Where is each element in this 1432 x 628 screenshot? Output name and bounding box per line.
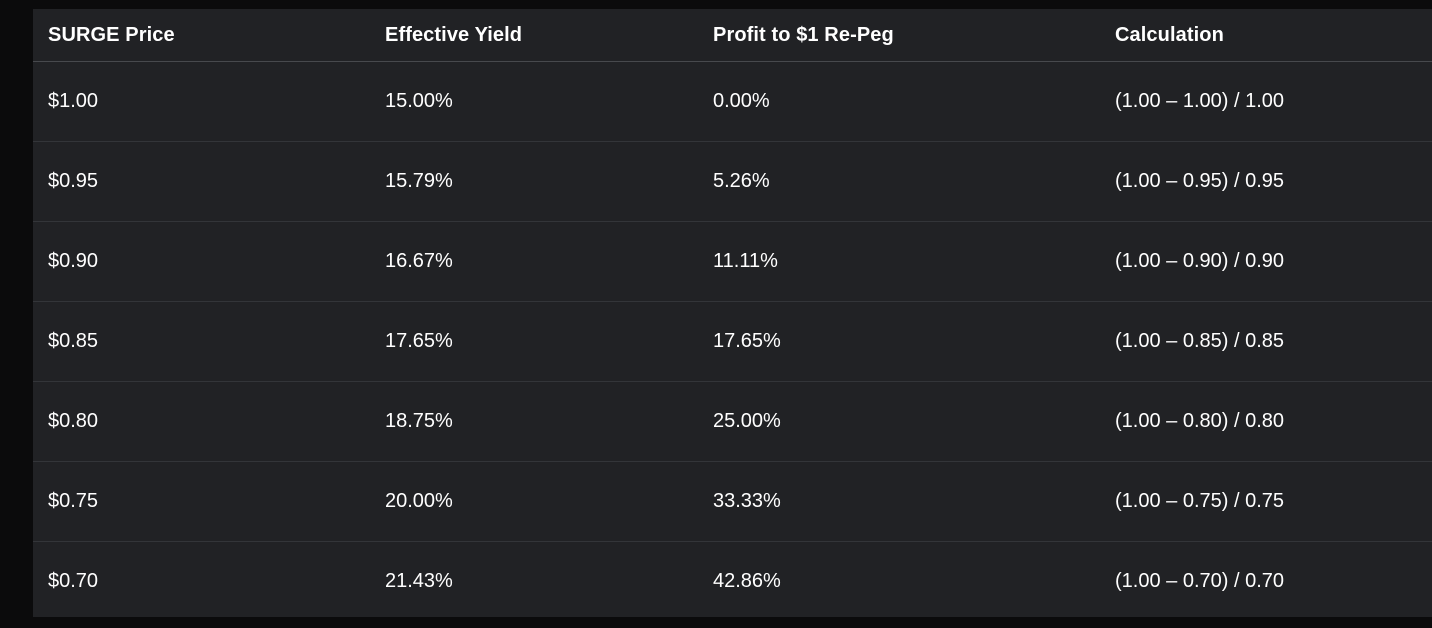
cell-calculation: (1.00 – 0.85) / 0.85 — [1100, 301, 1432, 382]
cell-surge-price: $1.00 — [33, 61, 370, 142]
cell-effective-yield: 17.65% — [370, 301, 698, 382]
surge-yield-table: SURGE Price Effective Yield Profit to $1… — [33, 9, 1432, 617]
cell-effective-yield: 16.67% — [370, 221, 698, 302]
cell-effective-yield: 21.43% — [385, 570, 453, 592]
cell-calculation: (1.00 – 0.75) / 0.75 — [1100, 461, 1432, 542]
cell-profit-repeg: 0.00% — [698, 61, 1100, 142]
cell-effective-yield: 20.00% — [370, 461, 698, 542]
column-header-calculation: Calculation — [1100, 9, 1432, 62]
cell-surge-price: $0.95 — [33, 141, 370, 222]
table-row: $0.75 20.00% 33.33% (1.00 – 0.75) / 0.75 — [33, 461, 1432, 542]
cell-profit-repeg: 5.26% — [698, 141, 1100, 222]
cell-calculation: (1.00 – 0.80) / 0.80 — [1100, 381, 1432, 462]
table-header-row: SURGE Price Effective Yield Profit to $1… — [33, 9, 1432, 62]
cell-surge-price: $0.75 — [33, 461, 370, 542]
cell-surge-price: $0.70 — [48, 570, 99, 592]
table-row: $0.95 15.79% 5.26% (1.00 – 0.95) / 0.95 — [33, 141, 1432, 222]
cell-calculation: (1.00 – 0.70) / 0.70 — [1115, 570, 1285, 592]
cell-surge-price: $0.80 — [33, 381, 370, 462]
cell-surge-price: $0.85 — [33, 301, 370, 382]
column-header-surge-price: SURGE Price — [33, 9, 370, 62]
cell-effective-yield: 18.75% — [370, 381, 698, 462]
cell-calculation: (1.00 – 0.95) / 0.95 — [1100, 141, 1432, 222]
cell-profit-repeg: 25.00% — [698, 381, 1100, 462]
surge-yield-table-card: SURGE Price Effective Yield Profit to $1… — [33, 9, 1432, 617]
cell-profit-repeg: 42.86% — [713, 570, 781, 592]
table-row: $0.80 18.75% 25.00% (1.00 – 0.80) / 0.80 — [33, 381, 1432, 462]
table-row: $0.70 21.43% 42.86% (1.00 – 0.70) / 0.70 — [33, 542, 1432, 618]
cell-calculation: (1.00 – 0.90) / 0.90 — [1100, 221, 1432, 302]
table-row: $0.85 17.65% 17.65% (1.00 – 0.85) / 0.85 — [33, 301, 1432, 382]
column-header-effective-yield: Effective Yield — [370, 9, 698, 62]
table-row: $0.90 16.67% 11.11% (1.00 – 0.90) / 0.90 — [33, 221, 1432, 302]
cell-profit-repeg: 33.33% — [698, 461, 1100, 542]
column-header-profit-repeg: Profit to $1 Re-Peg — [698, 9, 1100, 62]
cell-profit-repeg: 17.65% — [698, 301, 1100, 382]
cell-calculation: (1.00 – 1.00) / 1.00 — [1100, 61, 1432, 142]
cell-effective-yield: 15.00% — [370, 61, 698, 142]
cell-surge-price: $0.90 — [33, 221, 370, 302]
table-row: $1.00 15.00% 0.00% (1.00 – 1.00) / 1.00 — [33, 61, 1432, 142]
cell-effective-yield: 15.79% — [370, 141, 698, 222]
cell-profit-repeg: 11.11% — [698, 221, 1100, 302]
